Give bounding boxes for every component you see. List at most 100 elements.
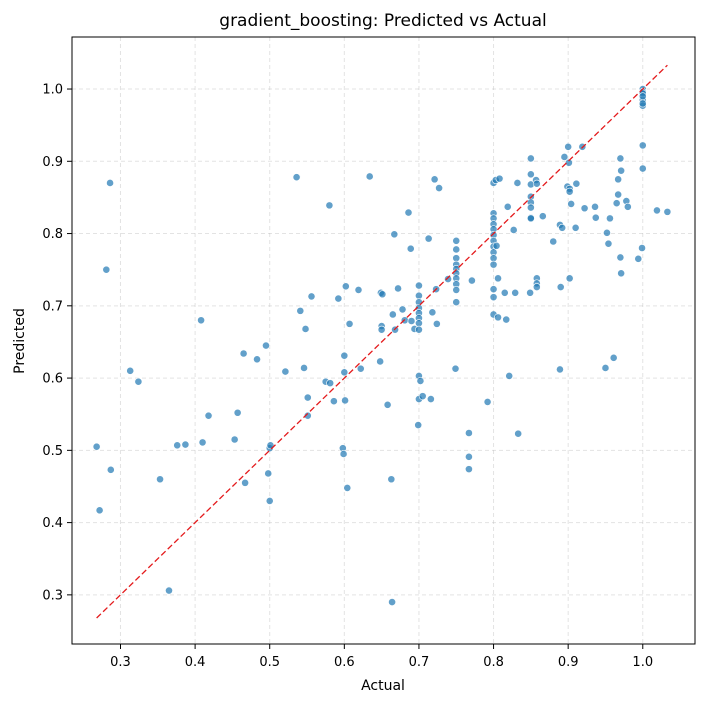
data-point [532,179,541,188]
data-point [265,497,274,505]
y-tick-label: 0.4 [42,516,63,531]
data-point [398,305,407,314]
y-axis-label: Predicted [12,308,28,374]
data-point [343,484,352,492]
data-point [415,291,423,300]
data-point [383,400,392,409]
x-tick-label: 0.6 [334,655,355,670]
data-point [134,377,143,386]
data-point [601,364,610,372]
data-point [452,286,461,294]
data-point [415,325,423,334]
data-point [623,202,632,211]
data-point [564,142,573,151]
data-point [556,365,564,374]
data-point [452,254,461,263]
chart-title: gradient_boosting: Predicted vs Actual [219,11,546,31]
data-point [126,366,135,375]
data-point [377,325,386,334]
data-point [451,364,460,373]
grid [72,37,695,644]
data-point [406,244,415,253]
data-point [415,281,423,290]
data-point [465,429,473,437]
x-tick-label: 0.4 [185,655,206,670]
data-point [494,274,502,283]
data-point [495,174,504,183]
data-point [591,202,599,211]
data-point [307,292,316,301]
data-point [603,228,611,237]
data-point [394,284,402,293]
data-point [556,283,565,291]
data-point [465,452,473,461]
data-point [341,396,349,405]
data-point [617,166,626,175]
data-point [156,475,164,484]
data-point [303,411,312,420]
data-point [511,288,520,297]
y-tick-label: 0.6 [42,372,63,387]
data-point [334,294,343,303]
data-point [532,283,541,291]
data-point [354,286,363,294]
data-point [653,206,661,215]
data-point [418,392,427,401]
data-point [614,190,623,199]
data-point [424,234,433,243]
data-point [638,164,647,173]
y-tick-label: 0.3 [42,588,63,603]
data-point [102,265,111,274]
data-point [492,241,501,250]
data-point [638,92,647,101]
data-point [325,201,334,210]
data-point [505,372,514,380]
x-axis-ticks: 0.3 0.4 0.5 0.6 0.7 0.8 0.9 1.0 [110,644,653,670]
data-point [452,298,461,307]
data-point [230,435,239,444]
data-point [414,421,423,429]
data-point [92,442,101,451]
data-point [468,276,476,285]
data-point [390,230,399,239]
reference-line [96,64,668,619]
data-point [617,269,626,278]
data-point [609,353,618,362]
data-point [494,313,502,322]
data-point [526,214,535,223]
data-point [388,310,397,319]
data-point [526,203,535,212]
data-point [426,395,435,403]
data-point [339,450,348,458]
data-point [612,199,621,208]
y-tick-label: 1.0 [42,83,63,98]
data-point [233,408,242,417]
data-point [526,288,535,297]
data-point [106,465,115,474]
data-point [181,440,190,449]
data-point [365,172,374,181]
data-point [489,285,498,294]
data-point [376,357,385,366]
data-point [388,598,396,606]
data-point [489,260,498,269]
x-axis-label: Actual [361,678,405,694]
y-tick-label: 0.7 [42,299,63,314]
data-point [253,355,261,364]
data-point [173,441,182,450]
data-point [239,349,248,358]
y-tick-label: 0.9 [42,155,63,170]
data-point [526,154,535,163]
data-point [444,275,452,283]
data-point [296,306,305,315]
y-tick-label: 0.5 [42,444,63,459]
data-point [345,319,354,328]
data-point [571,223,580,232]
data-point [340,351,349,360]
data-point [300,364,308,372]
data-point [198,438,207,447]
data-point [465,465,473,474]
data-point [572,179,581,188]
